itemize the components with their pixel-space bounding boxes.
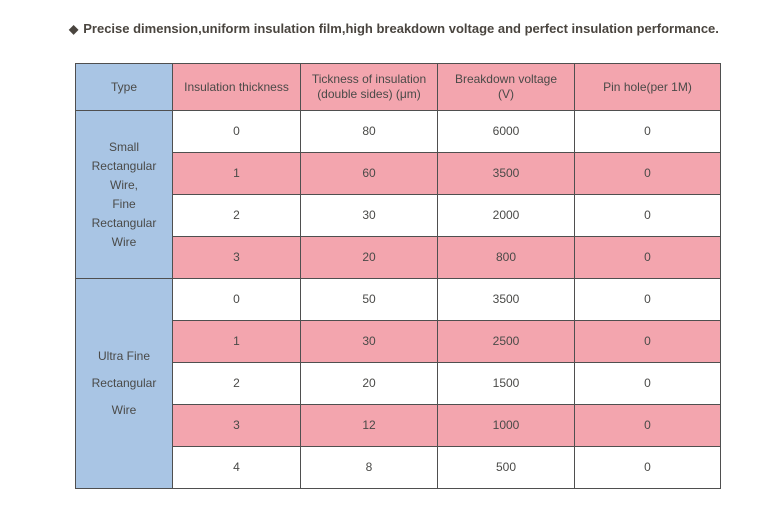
cell-insulation-thickness: 2 (172, 194, 301, 237)
cell-film-thickness: 30 (300, 194, 438, 237)
cell-pin-hole: 0 (574, 362, 721, 405)
type-label-line: Wire (111, 403, 137, 417)
cell-film-thickness: 8 (300, 446, 438, 489)
page-title: ◆ Precise dimension,uniform insulation fi… (69, 21, 719, 36)
header-row: Type Insulation thickness Tickness of in… (75, 63, 721, 111)
cell-pin-hole: 0 (574, 152, 721, 195)
cell-breakdown-voltage: 2000 (437, 194, 575, 237)
cell-film-thickness: 80 (300, 110, 438, 153)
cell-breakdown-voltage: 1500 (437, 362, 575, 405)
cell-insulation-thickness: 4 (172, 446, 301, 489)
cell-insulation-thickness: 0 (172, 110, 301, 153)
type-group-ultra-fine-rectangular-wire: Ultra Fine Rectangular Wire (75, 278, 173, 489)
data-row: 4 8 500 0 (76, 446, 721, 489)
data-row: 3 12 1000 0 (76, 404, 721, 447)
type-label-line: Wire, (110, 177, 138, 192)
cell-insulation-thickness: 1 (172, 152, 301, 195)
cell-pin-hole: 0 (574, 446, 721, 489)
cell-film-thickness: 20 (300, 236, 438, 279)
cell-pin-hole: 0 (574, 236, 721, 279)
type-group-small-fine-rectangular-wire: Small Rectangular Wire, Fine Rectangular… (75, 110, 173, 279)
header-line: Tickness of insulation (311, 72, 427, 86)
cell-breakdown-voltage: 2500 (437, 320, 575, 363)
cell-insulation-thickness: 3 (172, 236, 301, 279)
page-title-text: Precise dimension,uniform insulation fil… (83, 21, 719, 36)
data-row: 1 30 2500 0 (76, 320, 721, 363)
col-header-insulation-film-thickness: Tickness of insulation (double sides) (μ… (300, 63, 438, 111)
data-row: 2 20 1500 0 (76, 362, 721, 405)
type-label-line: Ultra Fine (97, 349, 150, 363)
cell-insulation-thickness: 3 (172, 404, 301, 447)
type-label-line: Rectangular (91, 158, 157, 173)
cell-insulation-thickness: 0 (172, 278, 301, 321)
header-line: Breakdown voltage (454, 72, 558, 86)
cell-insulation-thickness: 2 (172, 362, 301, 405)
header-line: (V) (498, 87, 514, 101)
cell-breakdown-voltage: 500 (437, 446, 575, 489)
col-header-insulation-thickness: Insulation thickness (172, 63, 301, 111)
cell-film-thickness: 30 (300, 320, 438, 363)
cell-breakdown-voltage: 6000 (437, 110, 575, 153)
data-row: 3 20 800 0 (76, 236, 721, 279)
cell-pin-hole: 0 (574, 320, 721, 363)
type-label-line: Fine (112, 196, 136, 211)
col-header-breakdown-voltage: Breakdown voltage (V) (437, 63, 575, 111)
cell-pin-hole: 0 (574, 404, 721, 447)
cell-breakdown-voltage: 3500 (437, 152, 575, 195)
cell-pin-hole: 0 (574, 278, 721, 321)
data-row: 2 30 2000 0 (76, 194, 721, 237)
type-label-line: Rectangular (91, 215, 157, 230)
data-row: 1 60 3500 0 (76, 152, 721, 195)
type-label-line: Rectangular (91, 376, 157, 390)
cell-film-thickness: 20 (300, 362, 438, 405)
cell-breakdown-voltage: 3500 (437, 278, 575, 321)
cell-insulation-thickness: 1 (172, 320, 301, 363)
col-header-pin-hole: Pin hole(per 1M) (574, 63, 721, 111)
header-line: (double sides) (μm) (317, 87, 421, 101)
type-label-line: Wire (111, 234, 137, 249)
cell-film-thickness: 60 (300, 152, 438, 195)
cell-film-thickness: 50 (300, 278, 438, 321)
data-row: Small Rectangular Wire, Fine Rectangular… (75, 110, 721, 279)
cell-pin-hole: 0 (574, 194, 721, 237)
data-row: Ultra Fine Rectangular Wire 0 50 3500 0 (75, 278, 721, 489)
cell-film-thickness: 12 (300, 404, 438, 447)
cell-breakdown-voltage: 800 (437, 236, 575, 279)
col-header-type: Type (75, 63, 173, 111)
cell-pin-hole: 0 (574, 110, 721, 153)
cell-breakdown-voltage: 1000 (437, 404, 575, 447)
insulation-spec-table: Type Insulation thickness Tickness of in… (75, 63, 721, 489)
type-label-line: Small (108, 139, 139, 154)
diamond-bullet-icon: ◆ (69, 22, 79, 36)
